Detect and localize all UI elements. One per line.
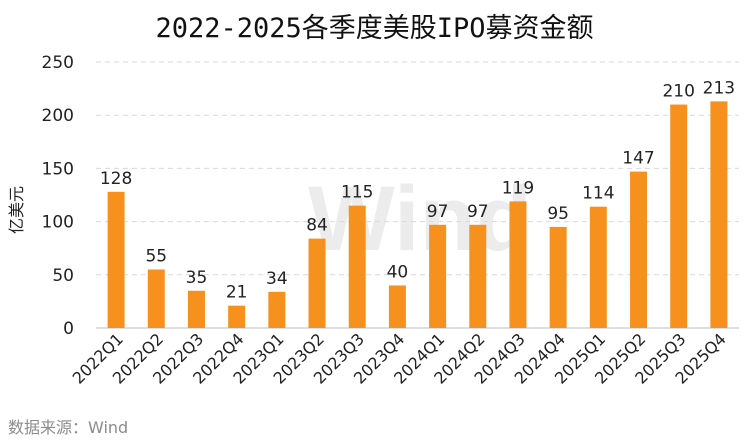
bar: [509, 201, 527, 328]
source-note: 数据来源：Wind: [8, 418, 129, 437]
y-tick-label: 200: [42, 106, 74, 126]
bar: [549, 226, 567, 328]
data-label: 210: [662, 82, 694, 102]
data-label: 213: [703, 78, 735, 98]
watermark-text: Wind: [308, 168, 532, 270]
bar: [630, 171, 648, 328]
data-label: 34: [266, 269, 288, 289]
data-label: 95: [547, 204, 569, 224]
data-label: 147: [622, 149, 654, 169]
y-tick-label: 150: [42, 159, 74, 179]
bar: [710, 101, 728, 328]
y-axis-ticks: 0 50 100 150 200 250: [42, 53, 74, 339]
data-label: 35: [186, 268, 208, 288]
y-tick-label: 100: [42, 213, 74, 233]
bar: [187, 290, 205, 328]
data-label: 97: [427, 202, 449, 222]
data-label: 128: [100, 169, 132, 189]
bars: [107, 101, 728, 328]
data-label: 115: [341, 183, 373, 203]
bar: [228, 305, 246, 328]
watermark: Wind: [308, 168, 532, 270]
data-label: 97: [467, 202, 489, 222]
y-axis-label: 亿美元: [7, 186, 26, 234]
data-label: 55: [145, 246, 167, 266]
chart-title: 2022-2025各季度美股IPO募资金额: [155, 13, 594, 44]
bar: [589, 206, 607, 328]
bar: [147, 269, 165, 328]
bar: [388, 285, 406, 328]
y-tick-label: 250: [42, 53, 74, 73]
y-tick-label: 0: [63, 319, 74, 339]
data-label: 21: [226, 283, 248, 303]
bar: [670, 104, 688, 328]
x-axis-ticks: 2022Q12022Q22022Q32022Q42023Q12023Q22023…: [69, 329, 730, 387]
bar: [348, 205, 366, 328]
bar: [469, 224, 487, 328]
bar: [268, 291, 286, 328]
data-label: 84: [306, 216, 328, 236]
data-label: 114: [582, 184, 614, 204]
bar: [429, 224, 447, 328]
data-label: 119: [502, 178, 534, 198]
data-label: 40: [387, 262, 409, 282]
data-labels: 128 55 35 21 34 84 115 40 97 97 119 95 114 147 210 213: [100, 78, 735, 302]
bar: [107, 191, 125, 328]
y-tick-label: 50: [52, 266, 74, 286]
bar: [308, 238, 326, 328]
